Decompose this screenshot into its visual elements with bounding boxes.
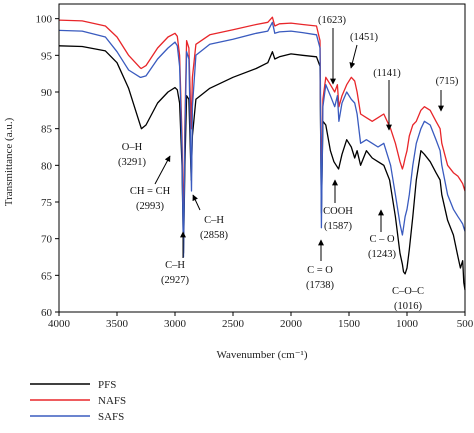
series-line-safs [58,21,466,258]
annotation-1: CH = CH (2993) [130,155,171,212]
y-tick-label: 75 [41,197,53,209]
legend-label-safs: SAFS [98,411,124,423]
x-tick-label: 2000 [280,318,303,330]
series-line-pfs [58,45,466,291]
annotation-text: (1623) [318,15,346,26]
annotation-11: C–O–C (1016) [392,286,424,312]
annotation-text: (1587) [324,221,352,232]
annotation-3: C–H (2927) [161,231,189,286]
annotation-text: O–H [122,142,143,153]
annotation-5: (1451) [349,32,378,69]
y-tick-label: 85 [41,124,53,136]
plot-frame [58,3,466,313]
annotation-arrow [192,194,201,211]
x-tick-label: 3500 [106,318,129,330]
annotation-text: (2927) [161,275,189,286]
annotation-text: C–O–C [392,286,424,297]
annotation-text: (1016) [394,301,422,312]
y-tick-label: 95 [41,50,53,62]
annotation-text: (1451) [350,32,378,43]
series-line-nafs [58,16,466,232]
y-tick-label: 60 [41,307,53,319]
annotation-8: COOH (1587) [323,179,353,232]
legend-label-pfs: PFS [98,379,116,391]
annotation-text: (2993) [136,201,164,212]
annotation-7: (715) [436,76,459,112]
y-axis-label: Transmittance (a.u.) [3,117,15,206]
y-tick-label: 65 [41,270,53,282]
annotation-9: C = O (1738) [306,239,334,291]
annotation-text: (715) [436,76,459,87]
y-tick-label: 100 [36,14,53,26]
legend-label-nafs: NAFS [98,395,126,407]
annotation-10: C – O (1243) [368,209,396,260]
y-tick-label: 80 [41,160,53,172]
x-tick-label: 1000 [396,318,419,330]
x-tick-label: 500 [457,318,474,330]
annotation-2: C–H (2858) [192,194,228,241]
y-tick-label: 90 [41,87,53,99]
x-tick-label: 4000 [48,318,71,330]
x-axis-label: Wavenumber (cm⁻¹) [217,349,308,361]
annotation-6: (1141) [373,68,401,131]
annotation-text: (1141) [373,68,401,79]
annotation-text: C–H [165,260,185,271]
annotation-text: C–H [204,215,224,226]
annotation-arrow [349,44,358,69]
annotation-0: O–H (3291) [118,142,146,168]
y-tick-label: 70 [41,234,53,246]
annotation-text: C = O [307,265,333,276]
annotation-text: (2858) [200,230,228,241]
annotation-text: (3291) [118,157,146,168]
x-tick-label: 3000 [164,318,187,330]
annotation-text: C – O [369,234,395,245]
x-tick-label: 1500 [338,318,361,330]
annotation-4: (1623) [318,15,346,85]
annotation-text: (1243) [368,249,396,260]
x-tick-label: 2500 [222,318,245,330]
annotation-text: COOH [323,206,353,217]
annotation-text: (1738) [306,280,334,291]
annotation-text: CH = CH [130,186,171,197]
annotation-arrow [154,155,171,185]
